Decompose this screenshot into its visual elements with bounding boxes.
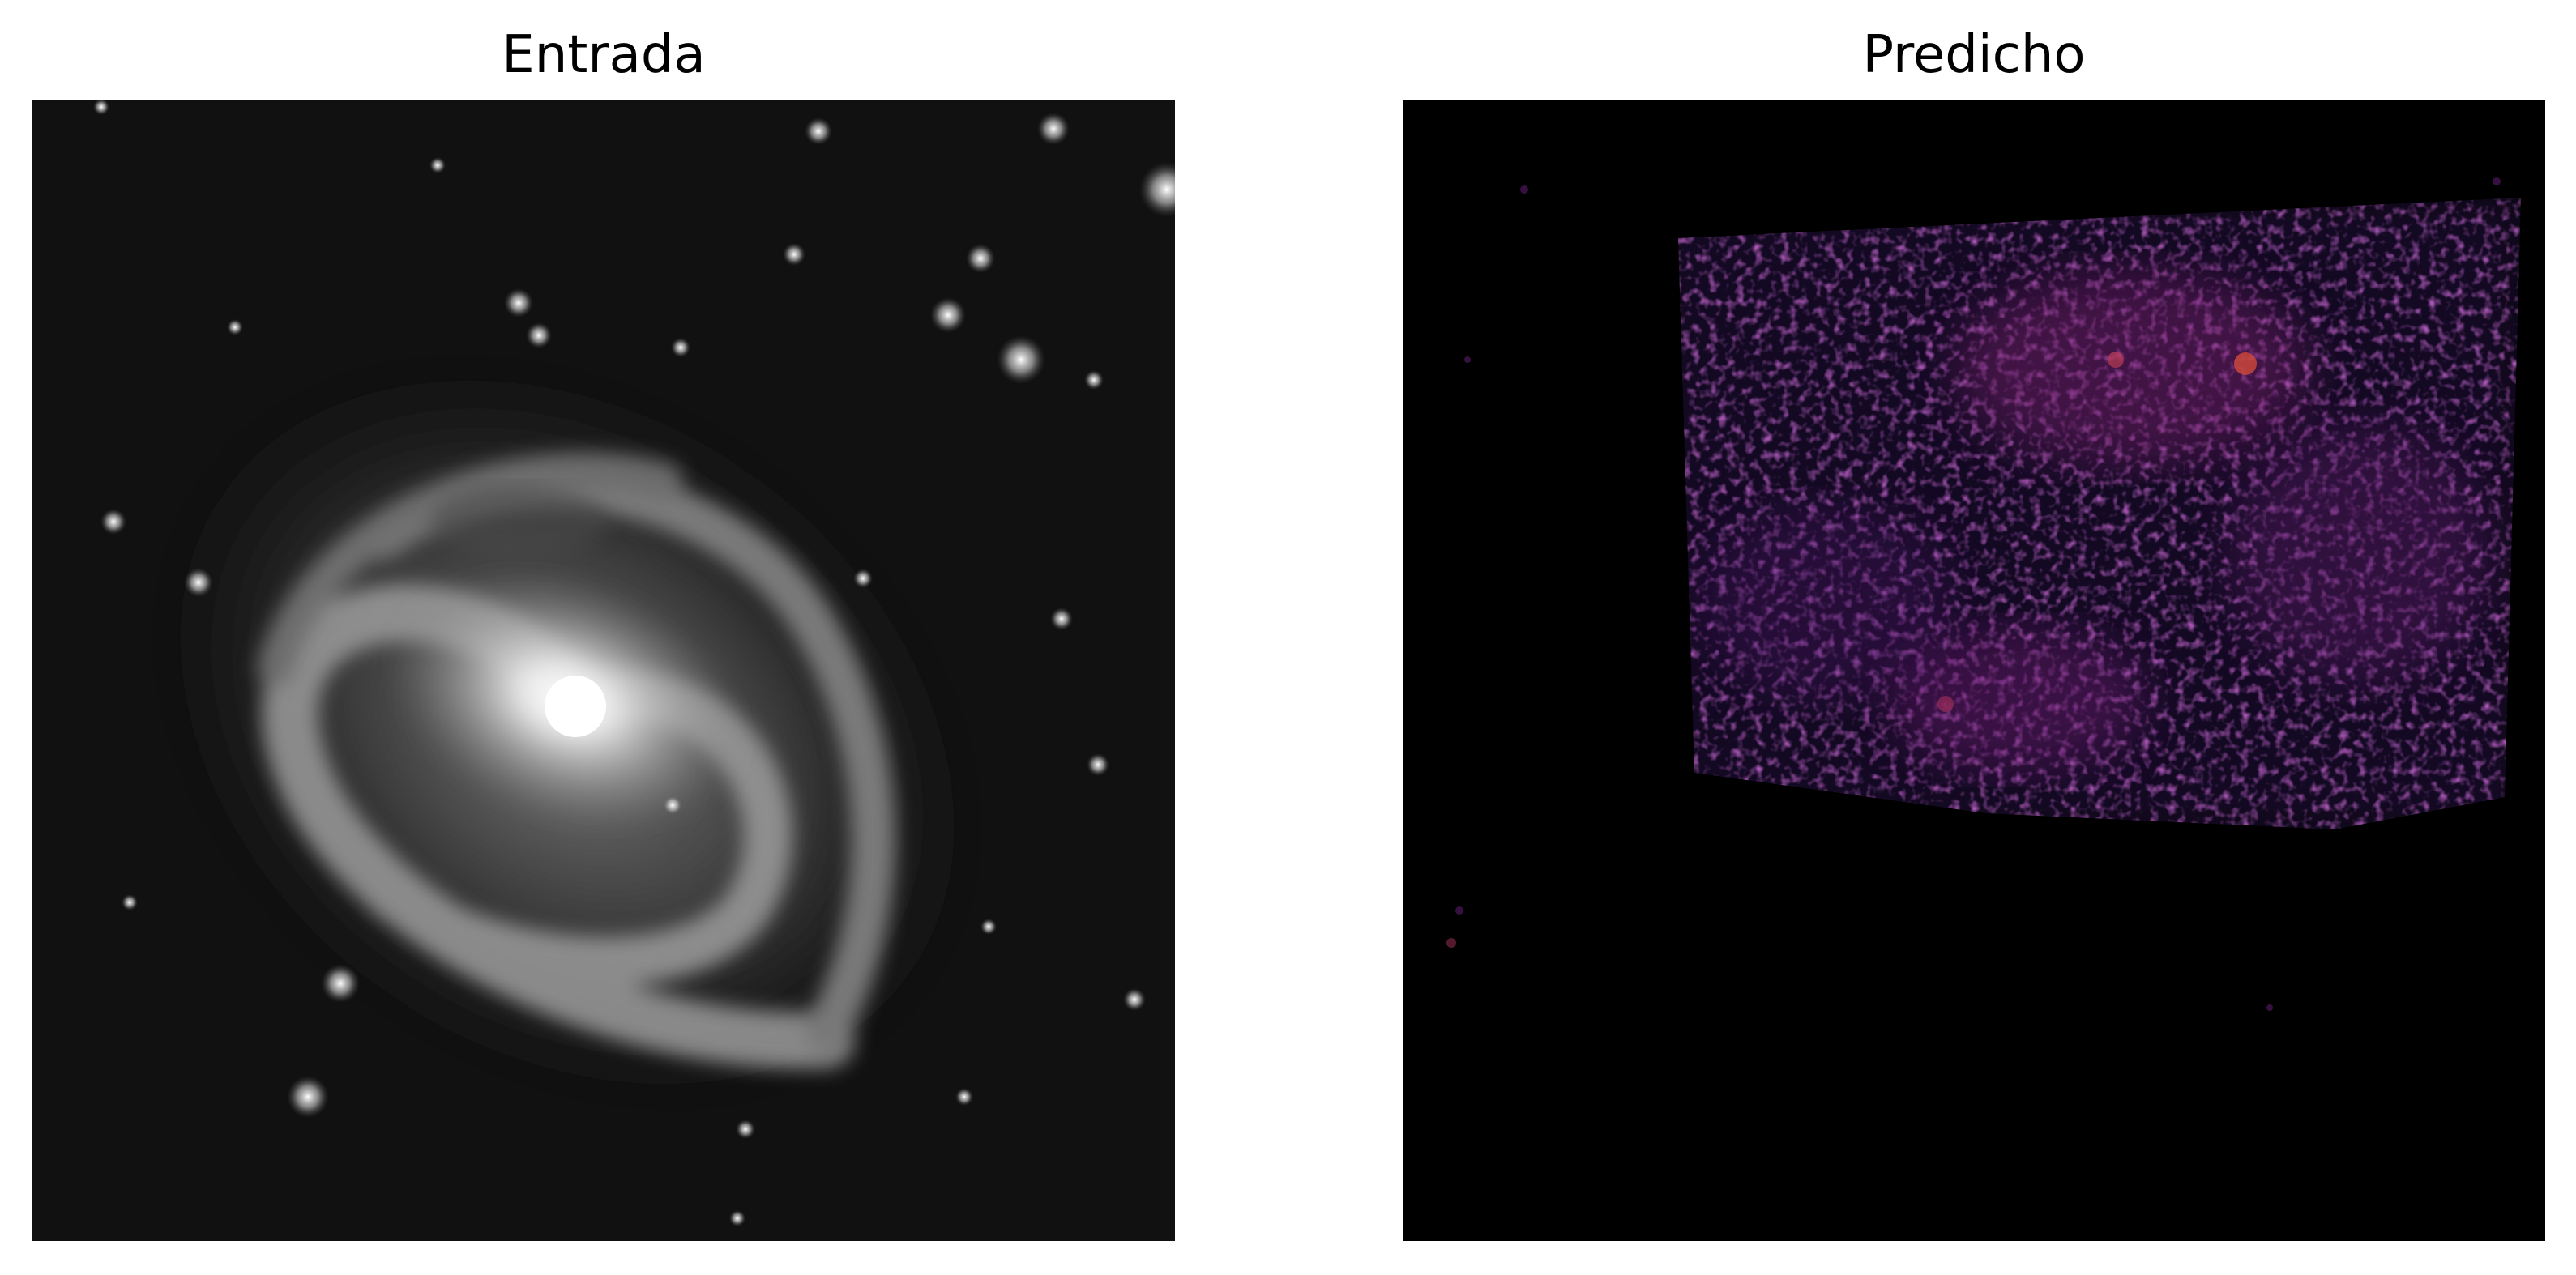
- input-panel: Entrada: [32, 0, 1175, 1275]
- galaxy-image-svg: [32, 100, 1175, 1241]
- input-panel-title: Entrada: [502, 25, 706, 85]
- prediction-panel: Predicho: [1403, 0, 2545, 1275]
- prediction-panel-title: Predicho: [1862, 25, 2086, 85]
- input-galaxy-image: [32, 100, 1175, 1241]
- prediction-heatmap-image: [1403, 100, 2545, 1241]
- prediction-heatmap-svg: [1403, 100, 2545, 1241]
